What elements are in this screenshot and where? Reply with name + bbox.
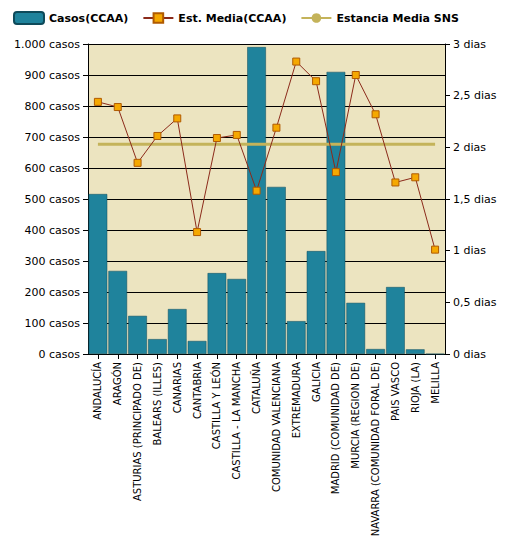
svg-text:0 dias: 0 dias bbox=[453, 348, 486, 361]
svg-text:CANARIAS: CANARIAS bbox=[172, 362, 183, 413]
svg-text:1,5 dias: 1,5 dias bbox=[453, 193, 497, 206]
svg-text:ASTURIAS (PRINCIPADO DE): ASTURIAS (PRINCIPADO DE) bbox=[132, 362, 143, 501]
svg-text:600 casos: 600 casos bbox=[25, 162, 81, 175]
svg-text:MURCIA (REGION DE): MURCIA (REGION DE) bbox=[350, 362, 361, 469]
svg-text:800 casos: 800 casos bbox=[25, 100, 81, 113]
svg-text:MELILLA: MELILLA bbox=[430, 362, 441, 404]
svg-text:CANTABRIA: CANTABRIA bbox=[192, 362, 203, 419]
svg-text:BALEARS (ILLES): BALEARS (ILLES) bbox=[152, 362, 163, 446]
svg-text:COMUNIDAD VALENCIANA: COMUNIDAD VALENCIANA bbox=[271, 362, 282, 492]
svg-text:PAIS VASCO: PAIS VASCO bbox=[390, 362, 401, 421]
svg-text:2 dias: 2 dias bbox=[453, 141, 486, 154]
svg-text:400 casos: 400 casos bbox=[25, 224, 81, 237]
svg-text:Est. Media(CCAA): Est. Media(CCAA) bbox=[178, 12, 286, 25]
svg-text:0 casos: 0 casos bbox=[39, 348, 81, 361]
svg-text:700 casos: 700 casos bbox=[25, 131, 81, 144]
svg-text:300 casos: 300 casos bbox=[25, 255, 81, 268]
svg-text:MADRID (COMUNIDAD DE): MADRID (COMUNIDAD DE) bbox=[330, 362, 341, 494]
svg-text:ANDALUCÍA: ANDALUCÍA bbox=[91, 362, 103, 420]
svg-text:500 casos: 500 casos bbox=[25, 193, 81, 206]
svg-text:EXTREMADURA: EXTREMADURA bbox=[291, 362, 302, 438]
svg-text:900 casos: 900 casos bbox=[25, 69, 81, 82]
svg-text:ARAGÓN: ARAGÓN bbox=[111, 362, 123, 405]
svg-text:1 dias: 1 dias bbox=[453, 244, 486, 257]
svg-text:0,5 dias: 0,5 dias bbox=[453, 296, 497, 309]
svg-text:100 casos: 100 casos bbox=[25, 317, 81, 330]
svg-text:2,5 dias: 2,5 dias bbox=[453, 89, 497, 102]
svg-text:200 casos: 200 casos bbox=[25, 286, 81, 299]
svg-text:RIOJA (LA): RIOJA (LA) bbox=[410, 362, 421, 413]
svg-text:CASTILLA Y LEÓN: CASTILLA Y LEÓN bbox=[210, 362, 222, 449]
svg-text:1.000 casos: 1.000 casos bbox=[14, 38, 80, 51]
svg-text:GALICIA: GALICIA bbox=[311, 362, 322, 402]
svg-text:Casos(CCAA): Casos(CCAA) bbox=[49, 12, 128, 25]
svg-text:Estancia Media SNS: Estancia Media SNS bbox=[336, 12, 459, 25]
svg-text:CASTILLA - LA MANCHA: CASTILLA - LA MANCHA bbox=[231, 362, 242, 480]
svg-text:CATALUÑA: CATALUÑA bbox=[250, 362, 262, 414]
svg-text:3 dias: 3 dias bbox=[453, 38, 486, 51]
svg-text:NAVARRA (COMUNIDAD FORAL DE): NAVARRA (COMUNIDAD FORAL DE) bbox=[370, 362, 381, 536]
